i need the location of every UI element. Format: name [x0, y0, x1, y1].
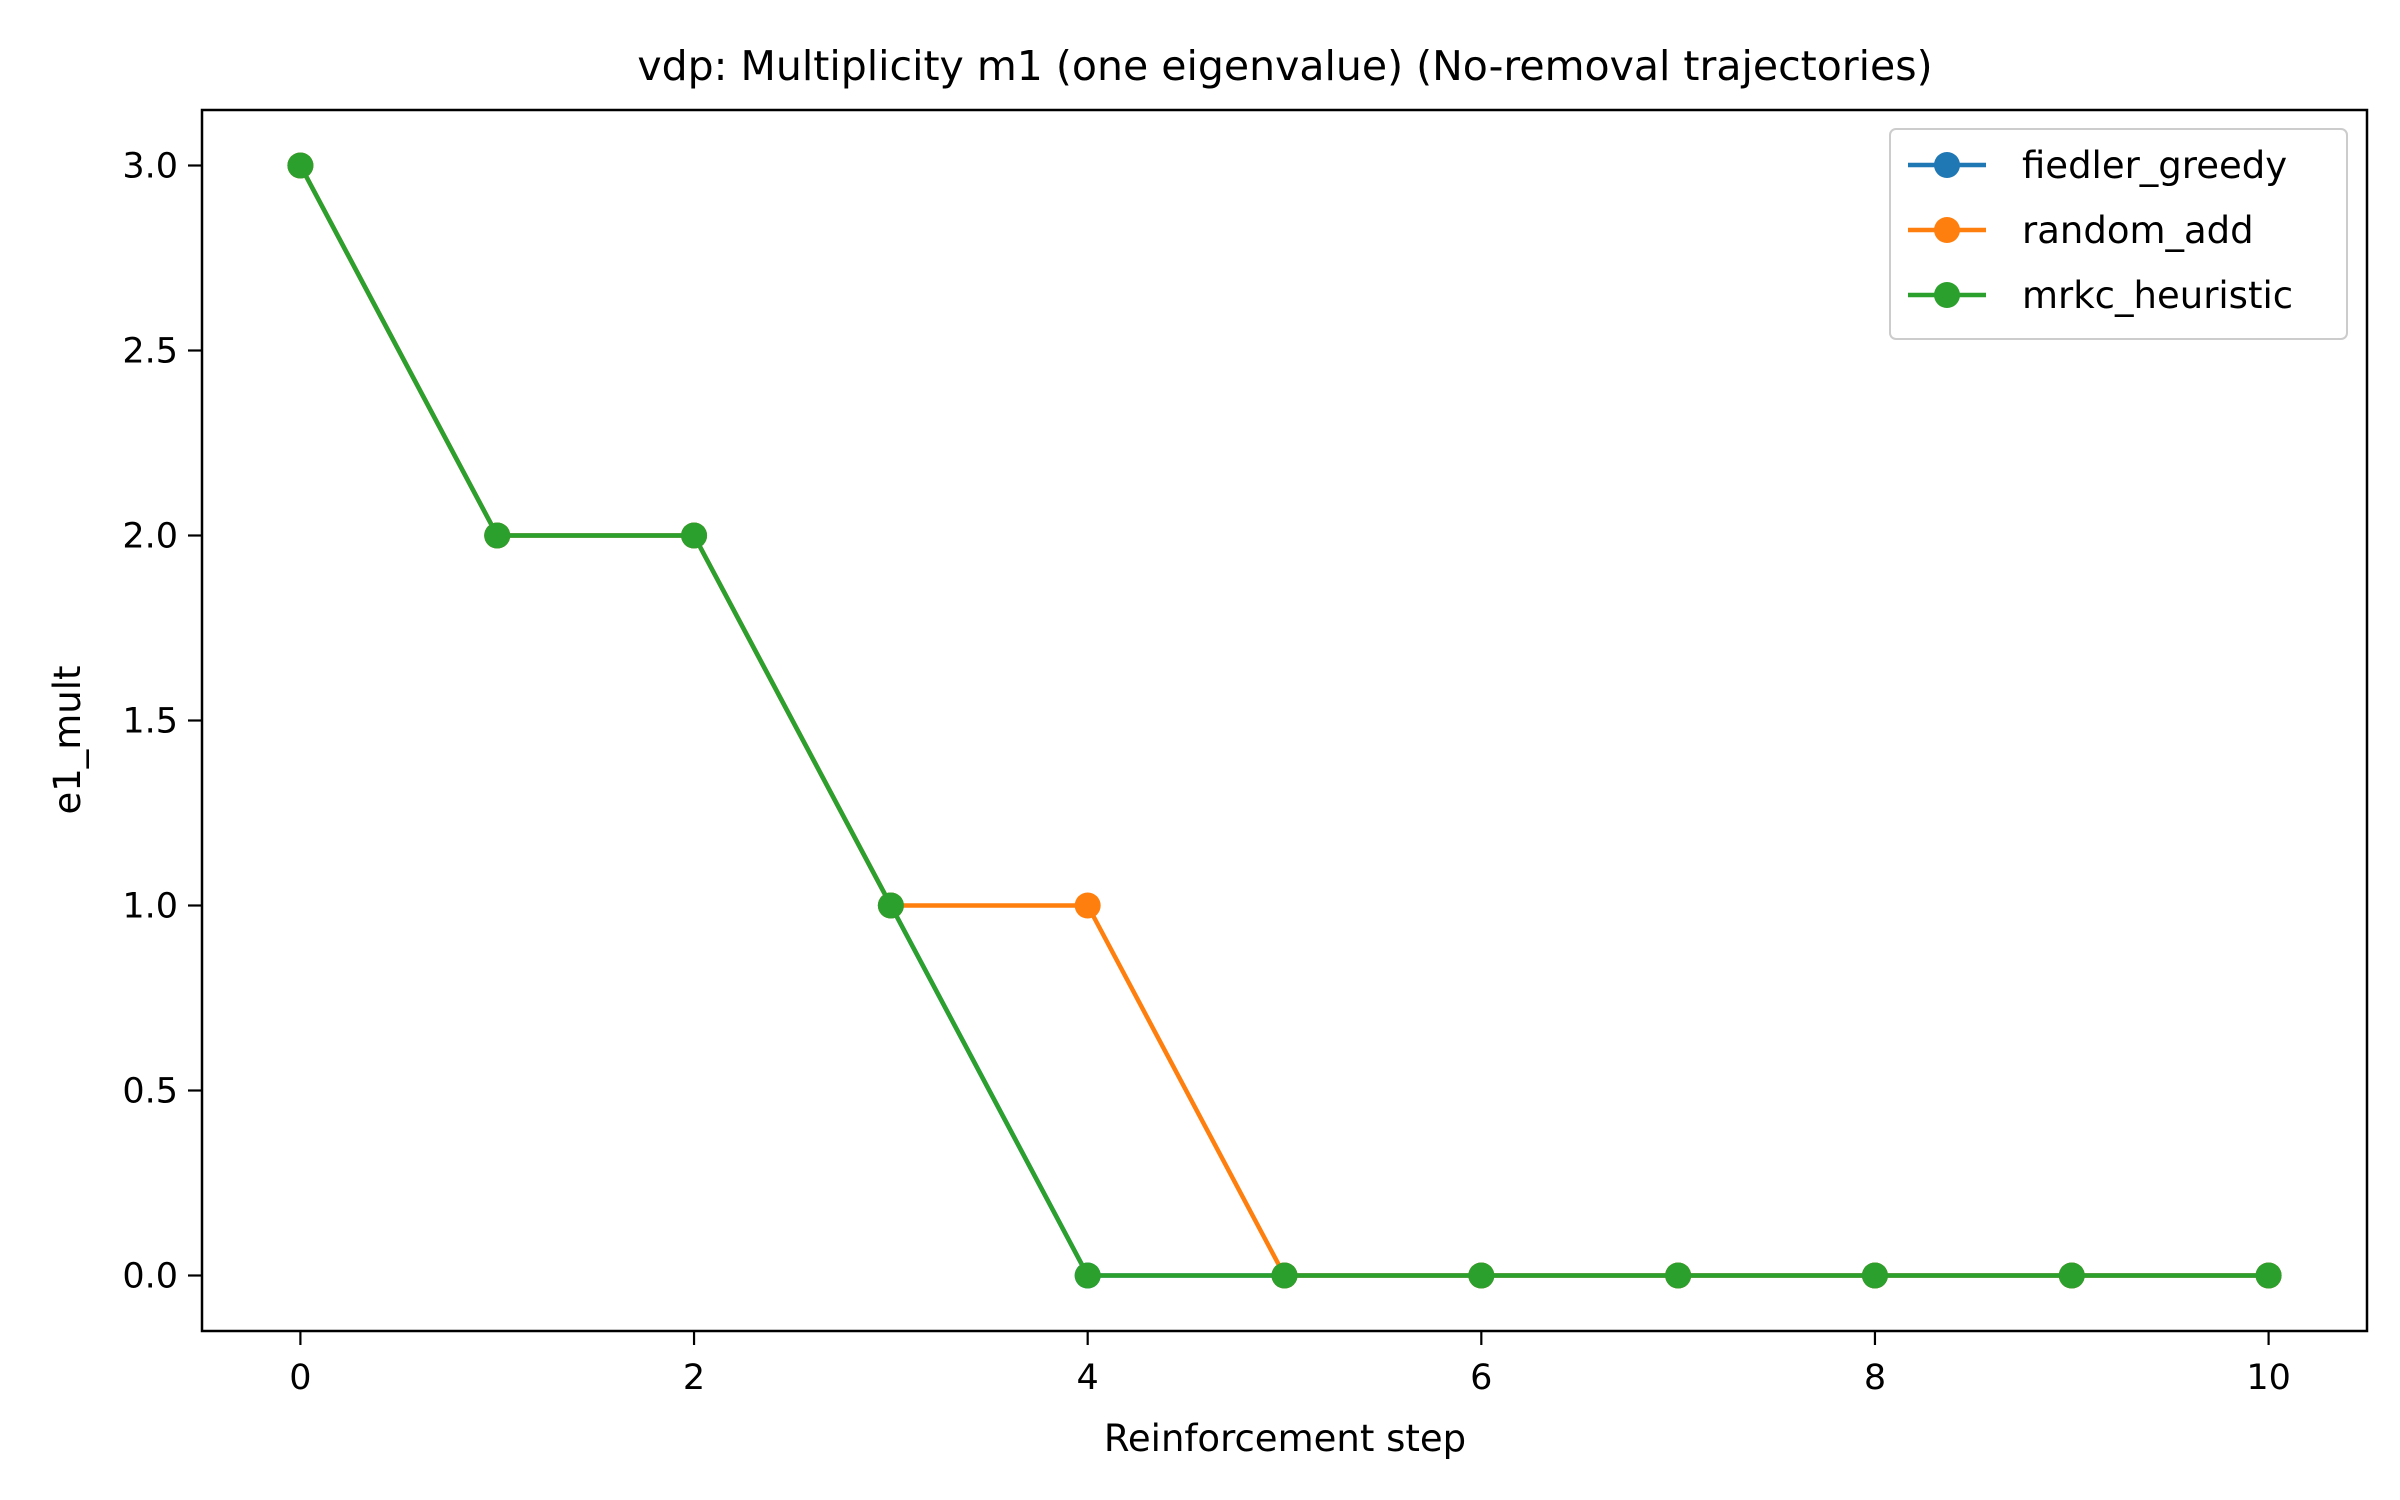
chart-title: vdp: Multiplicity m1 (one eigenvalue) (N… [637, 42, 1932, 90]
series-layer [287, 152, 2282, 1289]
plot-frame [200, 108, 2369, 1333]
data-point [484, 522, 511, 549]
data-point [681, 522, 708, 549]
legend-marker [1934, 282, 1960, 308]
y-tick-label: 1.0 [122, 887, 178, 927]
legend-label: random_add [2022, 209, 2254, 252]
data-point [1074, 1262, 1101, 1289]
x-tick-label: 2 [683, 1358, 705, 1398]
legend: fiedler_greedy random_add mrkc_heuristic [1889, 128, 2348, 340]
data-point [1074, 892, 1101, 919]
x-axis-label: Reinforcement step [1104, 1417, 1466, 1460]
x-tick-label: 4 [1077, 1358, 1099, 1398]
y-tick-label: 3.0 [122, 147, 178, 187]
legend-entry: fiedler_greedy [1908, 144, 2287, 187]
legend-label: mrkc_heuristic [2022, 274, 2293, 317]
legend-label: fiedler_greedy [2022, 144, 2287, 187]
ticks-layer: 0 2 4 6 8 10 0.0 0.5 1.0 1.5 2.0 2.5 3.0 [122, 147, 2291, 1399]
x-tick-label: 0 [289, 1358, 311, 1398]
y-tick-label: 0.0 [122, 1257, 178, 1297]
data-point [287, 152, 314, 179]
legend-marker [1934, 152, 1960, 178]
legend-box [1889, 128, 2348, 340]
y-tick-label: 2.5 [122, 332, 178, 372]
data-point [1665, 1262, 1692, 1289]
y-tick-label: 2.0 [122, 517, 178, 557]
data-point [2255, 1262, 2282, 1289]
data-point [2058, 1262, 2085, 1289]
data-point [1271, 1262, 1298, 1289]
series-mrkc_heuristic [287, 152, 2282, 1289]
y-axis-label: e1_mult [46, 665, 89, 814]
legend-marker [1934, 217, 1960, 243]
y-tick-label: 1.5 [122, 702, 178, 742]
x-tick-label: 6 [1470, 1358, 1492, 1398]
data-point [1468, 1262, 1495, 1289]
y-tick-label: 0.5 [122, 1072, 178, 1112]
legend-entry: random_add [1908, 209, 2254, 252]
legend-entry: mrkc_heuristic [1908, 274, 2293, 317]
x-tick-label: 10 [2246, 1358, 2291, 1398]
x-tick-label: 8 [1864, 1358, 1886, 1398]
data-point [1861, 1262, 1888, 1289]
data-point [877, 892, 904, 919]
